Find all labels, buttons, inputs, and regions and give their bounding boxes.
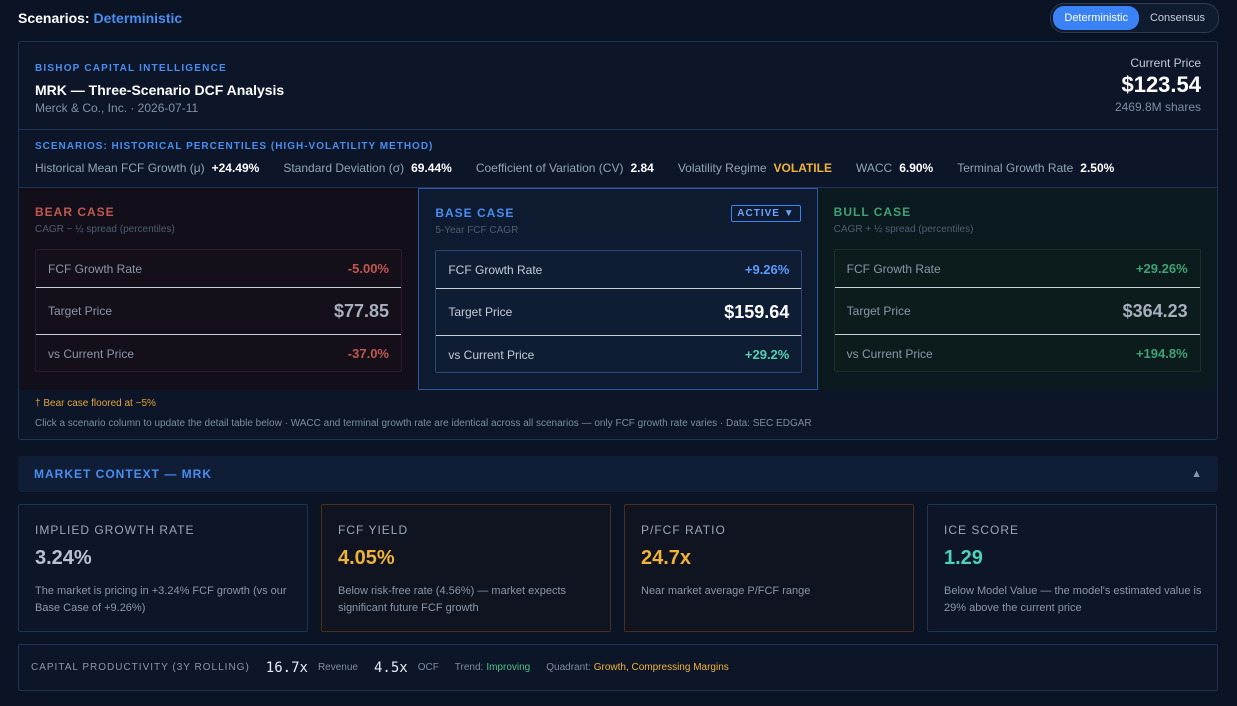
base-vs-row: vs Current Price +29.2% <box>448 347 790 362</box>
bull-case-desc: CAGR + ½ spread (percentiles) <box>833 224 974 235</box>
collapse-caret-icon[interactable]: ▲ <box>1191 468 1202 480</box>
base-case-title: BASE CASE <box>435 206 515 220</box>
top-bar: Scenarios: Deterministic Deterministic C… <box>18 0 1219 36</box>
card-label: P/FCF RATIO <box>641 523 726 537</box>
pfcf-ratio-card: P/FCF RATIO 24.7x Near market average P/… <box>624 504 914 632</box>
current-price-value: $123.54 <box>1121 72 1201 97</box>
current-price-block: Current Price $123.54 2469.8M shares <box>1115 56 1201 114</box>
bull-target-row: Target Price $364.23 <box>834 287 1200 335</box>
base-case-desc: 5-Year FCF CAGR <box>435 225 519 236</box>
active-badge[interactable]: ACTIVE ▼ <box>731 205 801 222</box>
bull-case-metrics: FCF Growth Rate +29.26% Target Price $364.… <box>833 249 1201 372</box>
card-value: 4.05% <box>338 547 395 569</box>
card-desc: Below Model Value — the model's estimate… <box>944 585 1202 614</box>
bear-vs-row: vs Current Price -37.0% <box>48 346 389 361</box>
card-desc: The market is pricing in +3.24% FCF grow… <box>35 585 287 614</box>
bear-floor-note: † Bear case floored at −5% <box>35 398 156 409</box>
bear-case-metrics: FCF Growth Rate -5.00% Target Price $77.85… <box>35 249 402 372</box>
scenario-mode-toggle: Deterministic Consensus <box>1050 3 1219 33</box>
scenario-stats: SCENARIOS: HISTORICAL PERCENTILES (HIGH-… <box>19 130 1217 188</box>
stat-volatility-regime: Volatility Regime VOLATILE <box>677 161 832 175</box>
toggle-consensus[interactable]: Consensus <box>1149 12 1205 24</box>
dcf-panel: BISHOP CAPITAL INTELLIGENCE MRK — Three-… <box>18 41 1218 440</box>
card-value: 3.24% <box>35 547 92 569</box>
ice-score-card: ICE SCORE 1.29 Below Model Value — the m… <box>927 504 1217 632</box>
scenario-notes: † Bear case floored at −5% Click a scena… <box>35 398 812 429</box>
card-desc: Near market average P/FCF range <box>641 585 811 597</box>
page-title: Scenarios: Deterministic <box>18 10 182 26</box>
bear-growth-row: FCF Growth Rate -5.00% <box>48 261 389 276</box>
analysis-subtitle: Merck & Co., Inc. · 2026-07-11 <box>35 101 199 115</box>
analysis-title: MRK — Three-Scenario DCF Analysis <box>35 82 285 98</box>
stat-wacc: WACC 6.90% <box>855 161 934 175</box>
card-value: 1.29 <box>944 547 983 569</box>
ocf-label: OCF <box>417 662 439 673</box>
card-label: ICE SCORE <box>944 523 1020 537</box>
stat-std-dev: Standard Deviation (σ) 69.44% <box>283 161 452 175</box>
trend-value: Improving <box>486 662 531 673</box>
quadrant-value: Growth, Compressing Margins <box>593 662 729 673</box>
revenue-label: Revenue <box>317 662 358 673</box>
market-context-cards: IMPLIED GROWTH RATE 3.24% The market is … <box>18 504 1218 632</box>
bear-case-desc: CAGR − ½ spread (percentiles) <box>35 224 175 235</box>
scenario-columns: BEAR CASE CAGR − ½ spread (percentiles) … <box>19 188 1217 390</box>
market-context-title: MARKET CONTEXT — MRK <box>34 467 212 481</box>
bear-case-column[interactable]: BEAR CASE CAGR − ½ spread (percentiles) … <box>19 188 419 390</box>
page-title-prefix: Scenarios: <box>18 10 90 26</box>
stat-mean-growth: Historical Mean FCF Growth (μ) +24.49% <box>35 161 260 175</box>
trend-label: Trend: <box>454 662 484 673</box>
page-title-mode: Deterministic <box>93 10 183 26</box>
base-growth-row: FCF Growth Rate +9.26% <box>448 262 790 277</box>
stat-cv: Coefficient of Variation (CV) 2.84 <box>475 161 654 175</box>
bull-case-column[interactable]: BULL CASE CAGR + ½ spread (percentiles) … <box>817 188 1217 390</box>
card-value: 24.7x <box>641 547 692 569</box>
current-price-label: Current Price <box>1130 56 1201 70</box>
ocf-multiple: 4.5x <box>373 659 408 676</box>
dcf-header: BISHOP CAPITAL INTELLIGENCE MRK — Three-… <box>19 42 1217 130</box>
bull-case-title: BULL CASE <box>833 205 912 219</box>
card-desc: Below risk-free rate (4.56%) — market ex… <box>338 585 567 614</box>
stat-terminal-growth: Terminal Growth Rate 2.50% <box>957 161 1115 175</box>
quadrant-label: Quadrant: <box>546 662 591 673</box>
revenue-multiple: 16.7x <box>265 659 308 676</box>
bull-growth-row: FCF Growth Rate +29.26% <box>846 261 1188 276</box>
shares-outstanding: 2469.8M shares <box>1114 100 1201 114</box>
scenario-method: SCENARIOS: HISTORICAL PERCENTILES (HIGH-… <box>35 141 434 152</box>
scenario-info-note: Click a scenario column to update the de… <box>35 418 812 429</box>
brand-label: BISHOP CAPITAL INTELLIGENCE <box>35 63 227 74</box>
base-case-column[interactable]: BASE CASE 5-Year FCF CAGR ACTIVE ▼ FCF G… <box>418 188 818 390</box>
bull-vs-row: vs Current Price +194.8% <box>846 346 1188 361</box>
card-label: IMPLIED GROWTH RATE <box>35 523 195 537</box>
bear-target-row: Target Price $77.85 <box>36 287 401 335</box>
bear-case-title: BEAR CASE <box>35 205 115 219</box>
implied-growth-card: IMPLIED GROWTH RATE 3.24% The market is … <box>18 504 308 632</box>
stats-row: Historical Mean FCF Growth (μ) +24.49% St… <box>35 161 1114 175</box>
card-label: FCF YIELD <box>338 523 409 537</box>
toggle-deterministic[interactable]: Deterministic <box>1053 6 1139 30</box>
capital-productivity-bar: CAPITAL PRODUCTIVITY (3Y ROLLING) 16.7x … <box>18 644 1218 691</box>
fcf-yield-card: FCF YIELD 4.05% Below risk-free rate (4.… <box>321 504 611 632</box>
market-context-header[interactable]: MARKET CONTEXT — MRK ▲ <box>18 456 1218 492</box>
base-target-row: Target Price $159.64 <box>436 288 802 336</box>
base-case-metrics: FCF Growth Rate +9.26% Target Price $159.6… <box>435 250 803 373</box>
capital-productivity-label: CAPITAL PRODUCTIVITY (3Y ROLLING) <box>31 662 250 673</box>
